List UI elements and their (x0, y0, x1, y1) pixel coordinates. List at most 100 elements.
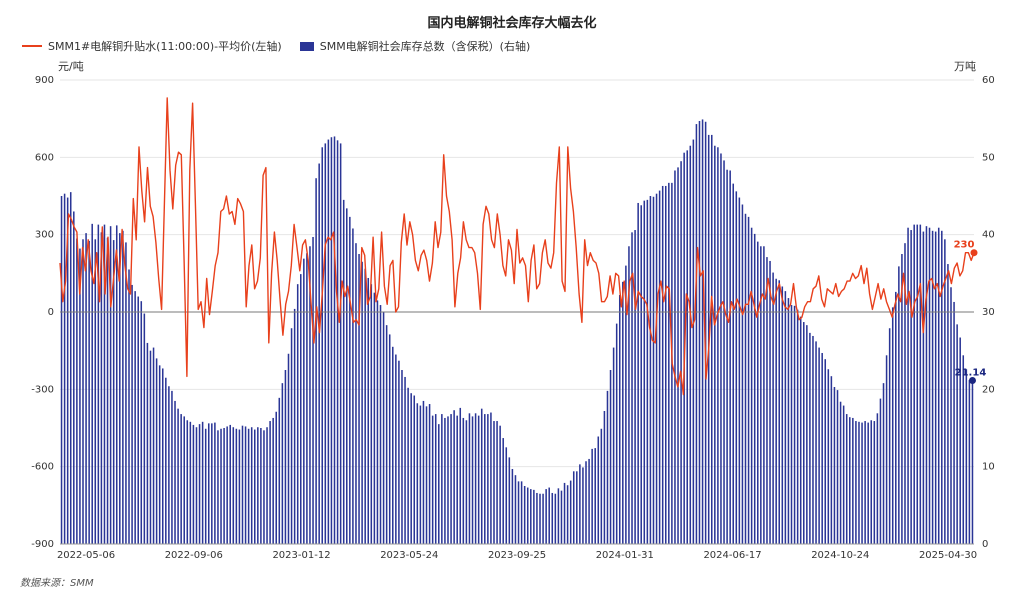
inventory-bar (149, 350, 152, 544)
inventory-bar (757, 241, 759, 545)
inventory-bar (355, 243, 357, 544)
inventory-bar (769, 260, 771, 544)
inventory-bar (618, 294, 621, 544)
inventory-bar (434, 414, 437, 544)
left-axis-unit: 元/吨 (58, 60, 84, 73)
inventory-bar (425, 406, 428, 544)
inventory-bar (281, 383, 284, 544)
right-tick-label: 40 (982, 230, 995, 241)
inventory-bar (582, 467, 584, 544)
inventory-bar (790, 305, 793, 544)
inventory-bar (155, 358, 158, 544)
inventory-bar (303, 258, 305, 544)
inventory-bar (720, 153, 722, 544)
inventory-bar (793, 305, 796, 544)
inventory-bar (278, 397, 281, 544)
inventory-bar (615, 323, 618, 544)
line-end-label: 230 (954, 240, 975, 251)
legend-item-bar[interactable]: SMM电解铜社会库存总数（含保税）(右轴) (299, 38, 530, 54)
inventory-bar (944, 239, 946, 544)
inventory-bar (922, 231, 925, 544)
inventory-bar (226, 426, 228, 544)
inventory-bar (637, 202, 639, 544)
inventory-bar (508, 457, 511, 544)
inventory-bar (275, 411, 277, 544)
inventory-bar (950, 287, 952, 544)
inventory-bar (772, 272, 774, 544)
x-tick-label: 2023-09-25 (488, 550, 546, 561)
inventory-bar (551, 492, 554, 544)
inventory-bar (643, 200, 646, 544)
x-tick-label: 2023-01-12 (272, 550, 330, 561)
inventory-bar (171, 390, 173, 544)
inventory-bar (649, 196, 652, 544)
inventory-bar (579, 464, 581, 544)
right-tick-label: 0 (982, 539, 988, 550)
inventory-bar (91, 223, 93, 544)
inventory-bar (898, 266, 900, 544)
inventory-bar (563, 482, 566, 544)
inventory-bar (312, 236, 314, 544)
inventory-bar (306, 253, 308, 544)
inventory-bar (576, 471, 578, 544)
inventory-bar (597, 436, 600, 544)
inventory-bar (539, 493, 541, 544)
inventory-bar (290, 328, 293, 544)
inventory-bar (165, 377, 167, 544)
inventory-bar (152, 347, 155, 544)
inventory-bar (888, 328, 891, 544)
inventory-bar (907, 227, 909, 544)
inventory-bar (855, 421, 857, 544)
x-tick-label: 2024-01-31 (596, 550, 654, 561)
inventory-bar (962, 355, 965, 544)
inventory-bar (201, 421, 204, 544)
inventory-bar (416, 403, 419, 544)
inventory-bar (229, 424, 231, 544)
inventory-bar (885, 355, 888, 544)
inventory-bar (661, 185, 664, 545)
inventory-bar (183, 416, 185, 544)
inventory-bar (207, 423, 210, 544)
inventory-bar (143, 313, 146, 544)
inventory-bar (824, 359, 827, 544)
inventory-bar (174, 400, 176, 544)
inventory-bar (250, 427, 253, 544)
inventory-bar (192, 424, 195, 544)
inventory-bar (180, 414, 182, 544)
inventory-bar (404, 376, 406, 544)
inventory-bar (750, 227, 753, 544)
inventory-bar (937, 227, 940, 544)
inventory-bar (710, 134, 713, 544)
legend-line-swatch (22, 45, 42, 47)
inventory-bar (63, 193, 66, 544)
inventory-bar (358, 254, 360, 544)
inventory-bar (100, 232, 103, 544)
inventory-bar (956, 324, 958, 544)
inventory-bar (502, 438, 504, 544)
inventory-bar (217, 430, 219, 544)
inventory-bar (704, 121, 707, 544)
x-tick-label: 2024-10-24 (811, 550, 869, 561)
inventory-bar (468, 413, 471, 544)
inventory-bar (253, 429, 256, 544)
inventory-bar (444, 417, 446, 544)
legend-line-label: SMM1#电解铜升贴水(11:00:00)-平均价(左轴) (48, 40, 282, 53)
inventory-bar (913, 224, 915, 544)
inventory-bar (499, 425, 501, 544)
inventory-bar (505, 447, 508, 544)
inventory-bar (925, 226, 928, 544)
inventory-bar (257, 427, 259, 544)
inventory-bar (600, 428, 603, 544)
legend-item-line[interactable]: SMM1#电解铜升贴水(11:00:00)-平均价(左轴) (22, 38, 282, 54)
inventory-bar (247, 428, 250, 544)
right-axis-unit: 万吨 (954, 60, 976, 73)
inventory-bar (606, 390, 609, 544)
inventory-bar (336, 140, 339, 544)
inventory-bar (364, 268, 366, 544)
inventory-bar (747, 216, 750, 544)
inventory-bar (726, 169, 728, 544)
inventory-bar (315, 178, 317, 545)
inventory-bar (137, 296, 139, 544)
inventory-bar (373, 292, 376, 544)
